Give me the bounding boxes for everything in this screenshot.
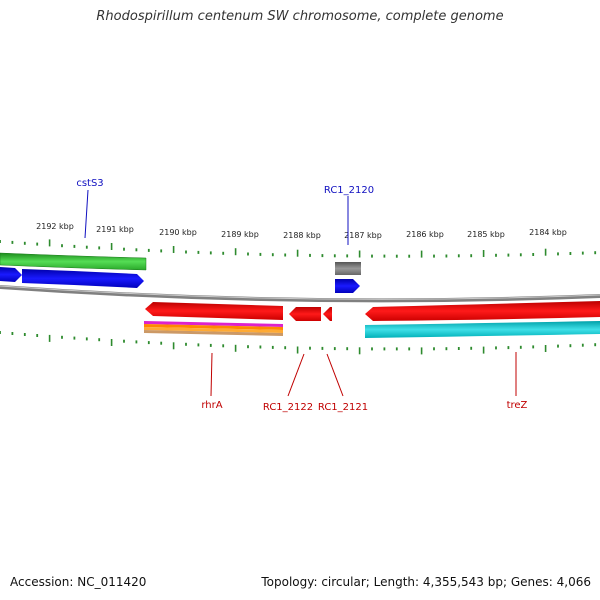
topology-text: Topology: circular [261, 575, 366, 589]
map-title: Rhodospirillum centenum SW chromosome, c… [96, 9, 504, 24]
tick-label: 2192 kbp [36, 222, 74, 231]
gene-feature-blue-rc1-2120[interactable] [335, 279, 360, 293]
tick-label: 2188 kbp [283, 231, 321, 240]
gene-feature-red-rc1-2121[interactable] [323, 307, 332, 321]
tick-label: 2190 kbp [159, 228, 197, 237]
gene-feature-red-rc1-2122[interactable] [289, 307, 321, 321]
gene-feature-gray[interactable] [335, 262, 361, 275]
gene-feature-bands[interactable] [144, 321, 283, 336]
tick-label: 2185 kbp [467, 230, 505, 239]
tick-label: 2184 kbp [529, 228, 567, 237]
gene-feature-cyan[interactable] [365, 321, 600, 338]
gene-feature-green[interactable] [0, 252, 147, 271]
tick-marks-bottom [0, 331, 597, 355]
label-connectors [84, 189, 517, 397]
gene-label-rc1-2121[interactable]: RC1_2121 [318, 402, 368, 413]
gene-label-rc1-2122[interactable]: RC1_2122 [263, 402, 313, 413]
gene-feature-blue-left[interactable] [0, 267, 22, 282]
length-text: Length: 4,355,543 bp [373, 575, 503, 589]
tick-label: 2186 kbp [406, 230, 444, 239]
gene-label-cstS3[interactable]: cstS3 [76, 178, 103, 189]
tick-label: 2187 kbp [344, 231, 382, 240]
backbone-highlight [0, 285, 600, 300]
gene-feature-blue-cstS3[interactable] [22, 269, 144, 288]
tick-marks-top [0, 239, 597, 258]
gene-label-rhrA[interactable]: rhrA [201, 400, 222, 411]
accession-text: Accession: NC_011420 [10, 575, 147, 589]
genome-summary: Topology: circular; Length: 4,355,543 bp… [261, 575, 591, 589]
tick-label: 2191 kbp [96, 225, 134, 234]
chromosome-backbone [0, 285, 600, 303]
tick-label: 2189 kbp [221, 230, 259, 239]
gene-feature-red-treZ[interactable] [365, 301, 600, 321]
gene-label-rc1-2120[interactable]: RC1_2120 [324, 185, 374, 196]
gene-label-treZ[interactable]: treZ [507, 400, 528, 411]
genes-text: Genes: 4,066 [510, 575, 591, 589]
gene-feature-red-rhrA[interactable] [145, 302, 283, 320]
